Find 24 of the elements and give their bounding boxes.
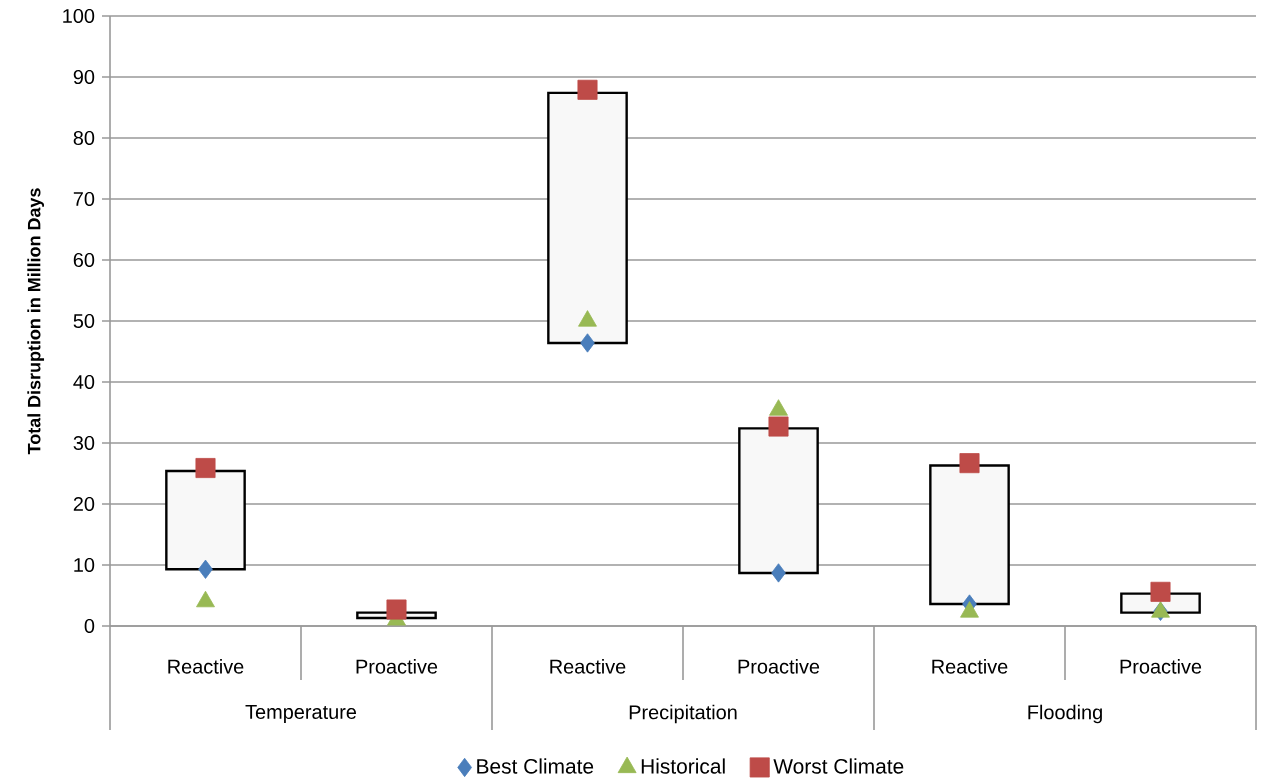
y-tick-label: 90 [73, 69, 95, 85]
legend-label: Worst Climate [773, 758, 904, 774]
y-tick-label: 80 [73, 130, 95, 146]
text: Temperature [245, 705, 357, 723]
y-tick-label: 30 [73, 435, 95, 451]
y-tick-label: 40 [73, 374, 95, 390]
x-tick-label: Proactive [738, 659, 820, 674]
y-tick-label: 10 [74, 557, 95, 573]
x-tick-label: Proactive [356, 659, 438, 674]
y-tick-label: 50 [73, 313, 95, 329]
x-tick-label: Reactive [932, 659, 1008, 674]
x-tick-label: Reactive [550, 659, 626, 674]
text: Precipitation [629, 704, 737, 724]
y-tick-label: 60 [73, 252, 95, 268]
legend-label: Historical [641, 758, 725, 774]
x-tick-label: Proactive [1120, 659, 1202, 674]
text: Flooding [1028, 704, 1102, 724]
x-tick-label: Reactive [168, 659, 244, 674]
y-axis-title: Total Disruption in Million Days [27, 188, 45, 455]
y-tick-label: 70 [73, 191, 95, 207]
y-tick-label: 0 [84, 618, 95, 634]
y-tick-label: 100 [63, 8, 95, 24]
legend-label: Best Climate [477, 758, 594, 774]
y-tick-label: 20 [73, 496, 95, 512]
